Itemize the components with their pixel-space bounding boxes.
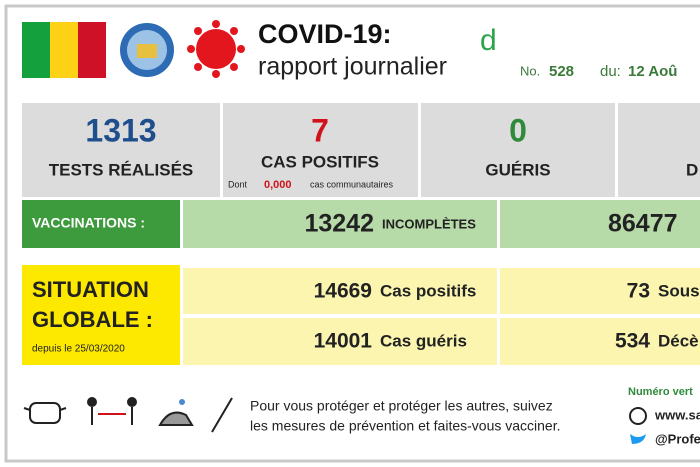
stat-cell [22, 103, 220, 197]
stat-label: TESTS RÉALISÉS [49, 160, 194, 179]
note-value: 0,000 [264, 179, 292, 191]
situation-value-label: Cas guéris [380, 331, 467, 350]
number-label: No. [520, 63, 540, 78]
vaccinations-cell [500, 200, 700, 248]
stat-label: CAS POSITIFS [261, 152, 379, 171]
stat-value: 7 [311, 112, 329, 148]
prevention-icons [23, 397, 233, 433]
flag [22, 22, 106, 78]
vaccinations-cell [183, 200, 497, 248]
note-prefix: Dont [228, 179, 248, 189]
number: 528 [549, 63, 574, 80]
vaccinations-value: 13242 [304, 210, 374, 238]
situation-cell [500, 268, 700, 314]
stat-label: GUÉRIS [485, 160, 550, 179]
website: www.sa [654, 407, 700, 422]
situation-label-cell [22, 265, 180, 365]
frame [4, 4, 700, 463]
date-label: du: [600, 63, 621, 80]
situation-cell [183, 318, 497, 365]
situation-value: 14669 [314, 280, 372, 303]
logo-letter: d [480, 24, 497, 57]
situation-value-label: Décè [658, 331, 699, 350]
situation-value: 73 [627, 280, 650, 303]
hotline: Numéro vert [628, 386, 693, 398]
stat-label: D [686, 160, 698, 179]
stat-value: 1313 [85, 112, 156, 148]
stat-cell [421, 103, 615, 197]
vaccinations-value-label: INCOMPLÈTES [382, 216, 476, 231]
situation-since: depuis le 25/03/2020 [32, 344, 125, 355]
stat-value: 0 [509, 112, 527, 148]
vaccinations-label-cell [22, 200, 180, 248]
twitter: @Profes [655, 431, 700, 446]
situation-value: 14001 [314, 330, 373, 353]
vaccinations-value: 86477 [608, 210, 678, 238]
stat-cell [618, 103, 700, 197]
vaccinations-label: VACCINATIONS : [32, 215, 145, 231]
situation-value: 534 [615, 330, 650, 353]
emblem [120, 23, 174, 77]
date: 12 Aoû [628, 63, 677, 80]
situation-value-label: Sous [658, 281, 700, 300]
stat-cell [223, 103, 418, 197]
situation-title: GLOBALE : [32, 307, 153, 332]
note-suffix: cas communautaires [310, 179, 394, 189]
web-icon [629, 407, 647, 425]
situation-cell [500, 318, 700, 365]
footer-text: Pour vous protéger et protéger les autre… [250, 398, 553, 414]
situation-cell [183, 268, 497, 314]
footer-text: les mesures de prévention et faites-vous… [250, 418, 561, 434]
twitter-icon [630, 434, 646, 444]
subtitle: rapport journalier [258, 53, 447, 81]
title: COVID-19: [258, 19, 392, 49]
virus-icon [187, 20, 245, 78]
situation-title: SITUATION [32, 277, 149, 302]
situation-value-label: Cas positifs [380, 281, 476, 300]
